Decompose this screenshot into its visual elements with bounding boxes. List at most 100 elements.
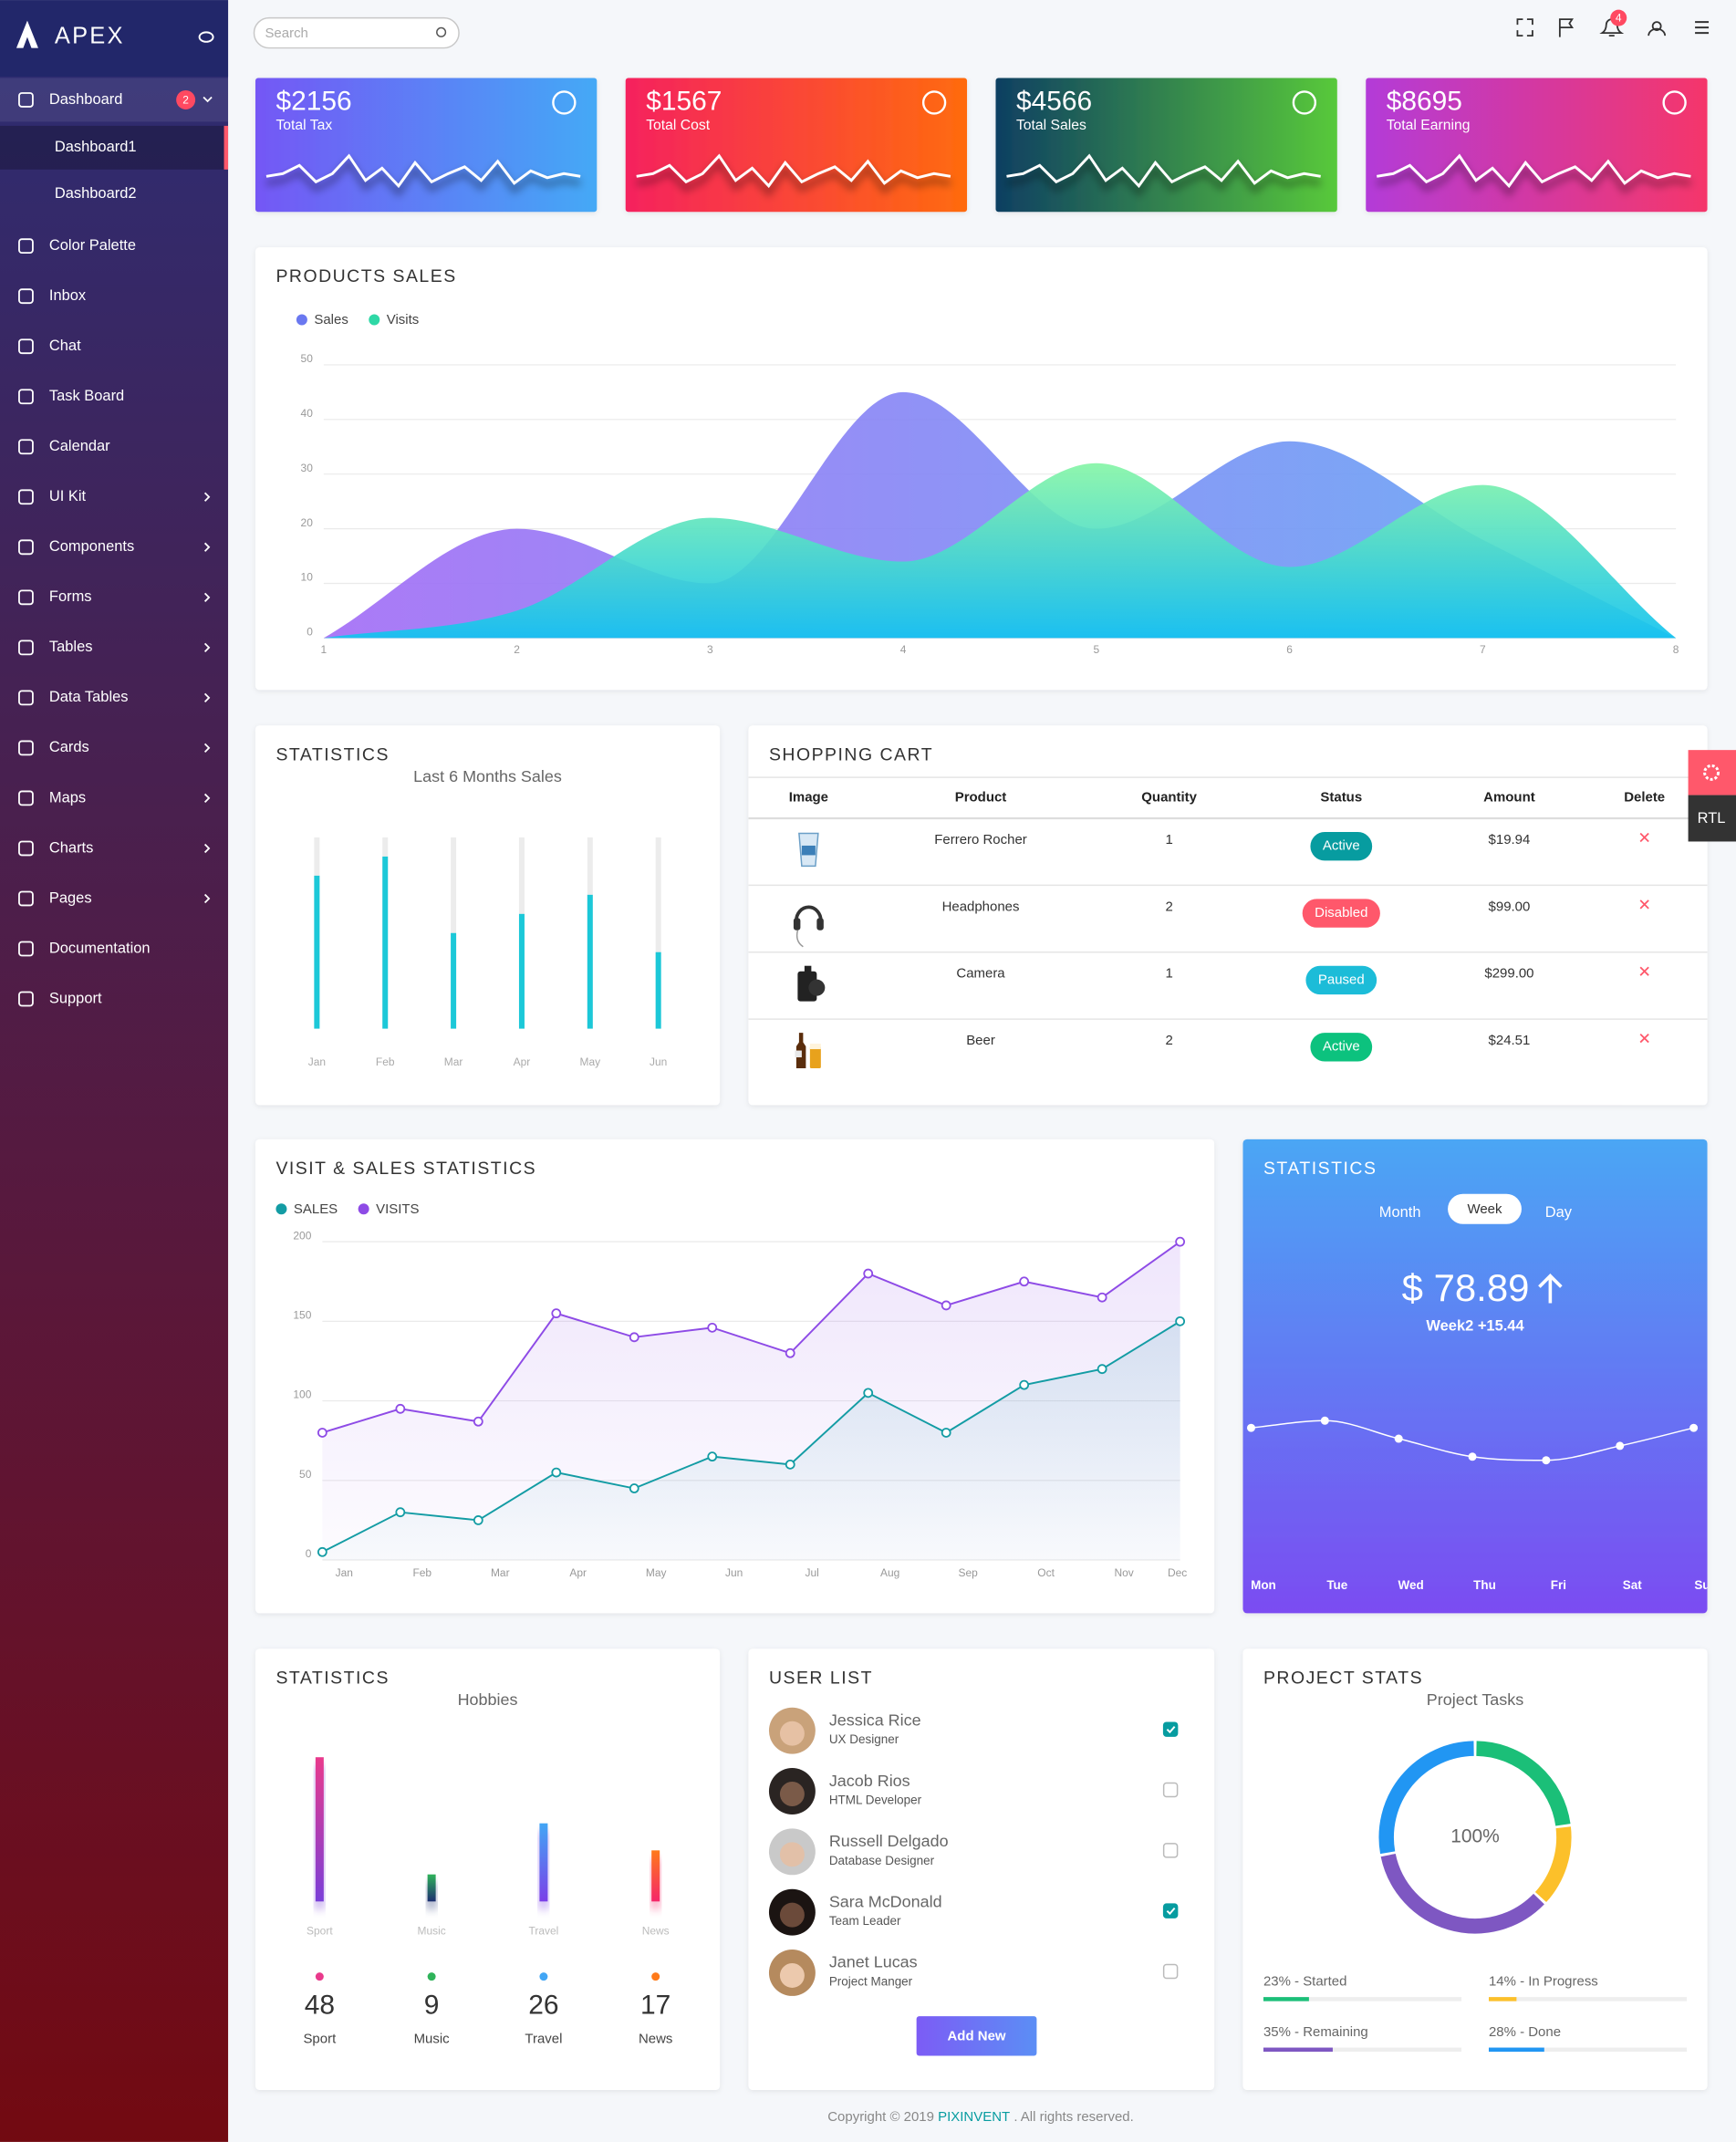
menu-item[interactable]: Cards [49, 739, 89, 755]
card [748, 725, 1708, 1106]
menu-item[interactable]: Tables [49, 639, 93, 655]
point [317, 1546, 327, 1557]
submenu-item[interactable]: Dashboard1 [55, 139, 137, 155]
checkbox[interactable] [1162, 1721, 1179, 1737]
checkbox[interactable] [1162, 1843, 1179, 1858]
menu-item[interactable]: Inbox [49, 287, 87, 304]
total-label: News [639, 2032, 672, 2047]
fullscreen-icon[interactable] [1516, 18, 1533, 36]
point [317, 1428, 327, 1438]
user-name: Jessica Rice [829, 1710, 921, 1729]
add-button-label[interactable]: Add New [948, 2029, 1006, 2044]
user-name: Jacob Rios [829, 1772, 910, 1790]
tab[interactable]: Month [1379, 1204, 1421, 1221]
checkbox[interactable] [1162, 1782, 1179, 1798]
brand-bar [0, 0, 229, 78]
amount: $299.00 [1484, 966, 1533, 982]
total-marker [427, 1972, 436, 1981]
x-tick-label: 3 [707, 643, 713, 656]
sparkline [636, 153, 951, 189]
search-box[interactable] [253, 16, 460, 49]
quantity: 2 [1165, 1033, 1172, 1048]
rtl-label[interactable]: RTL [1698, 810, 1726, 827]
legend-label[interactable]: SALES [294, 1201, 338, 1217]
legend-marker [296, 314, 307, 326]
x-tick-label: 4 [900, 643, 907, 656]
stat-icon [921, 90, 947, 115]
menu-item[interactable]: Maps [49, 789, 86, 806]
x-tick-label: Jun [650, 1055, 667, 1068]
tab[interactable]: Day [1545, 1204, 1573, 1221]
menu-item[interactable]: UI Kit [49, 488, 87, 504]
user-icon[interactable] [1648, 21, 1667, 36]
bar [651, 1850, 660, 1902]
submenu-item[interactable]: Dashboard2 [55, 185, 137, 202]
menu-item[interactable]: Support [49, 990, 102, 1006]
stat-amount: $1567 [646, 86, 722, 116]
point [1246, 1423, 1255, 1432]
checkbox[interactable] [1162, 1963, 1179, 1980]
amount: $99.00 [1489, 899, 1531, 914]
sparkline-shadow [265, 158, 581, 197]
menu-item[interactable]: Forms [49, 588, 92, 605]
progress-bar [1488, 2047, 1544, 2053]
delete-icon[interactable] [1639, 1033, 1649, 1044]
product-image [801, 845, 816, 856]
delete-icon[interactable] [1639, 899, 1649, 910]
progress-track [1263, 2047, 1462, 2053]
y-tick-label: 100 [293, 1388, 311, 1401]
x-tick-label: Nov [1114, 1566, 1133, 1579]
quantity: 1 [1165, 966, 1172, 982]
menu-icon [18, 539, 34, 556]
legend-label[interactable]: Sales [314, 312, 348, 328]
amount: $19.94 [1489, 832, 1531, 847]
bar-track [655, 837, 661, 1029]
rtl-button[interactable] [1688, 795, 1736, 842]
sidebar-toggle[interactable] [198, 31, 214, 43]
flag-icon[interactable] [1558, 18, 1575, 37]
menu-item[interactable]: Dashboard [49, 91, 123, 108]
card [1242, 1648, 1708, 2090]
card-subtitle: Project Tasks [1427, 1690, 1523, 1709]
menu-item[interactable]: Calendar [49, 438, 110, 454]
stat-label: Total Tax [275, 118, 332, 133]
card-subtitle: Hobbies [458, 1690, 518, 1709]
menu-item[interactable]: Task Board [49, 388, 124, 404]
y-tick-label: 20 [301, 516, 314, 529]
card [255, 1648, 721, 2090]
menu-icon [18, 338, 34, 355]
menu-item[interactable]: Data Tables [49, 689, 129, 705]
card-title: VISIT & SALES STATISTICS [275, 1159, 536, 1179]
point [1097, 1292, 1107, 1303]
x-tick-label: Music [417, 1924, 445, 1937]
y-tick-label: 40 [301, 407, 314, 420]
menu-item[interactable]: Pages [49, 889, 92, 906]
delete-icon[interactable] [1639, 966, 1649, 976]
legend-label[interactable]: Visits [387, 312, 420, 328]
total-label: Music [414, 2032, 451, 2047]
legend-label[interactable]: VISITS [376, 1201, 419, 1217]
menu-item[interactable]: Chat [49, 338, 81, 354]
checkbox[interactable] [1162, 1903, 1179, 1918]
card-title: PRODUCTS SALES [275, 266, 456, 286]
menu-item[interactable]: Color Palette [49, 237, 136, 254]
legend-label: 23% - Started [1263, 1974, 1347, 1990]
card-title: STATISTICS [275, 744, 390, 764]
x-tick-label: May [646, 1566, 667, 1579]
menu-item[interactable]: Charts [49, 839, 93, 856]
brand-logo [16, 20, 38, 48]
up-arrow [1538, 1274, 1563, 1304]
point [1175, 1236, 1186, 1247]
settings-button[interactable] [1688, 750, 1736, 795]
menu-item[interactable]: Components [49, 538, 134, 555]
tab[interactable]: Week [1468, 1201, 1503, 1217]
point [551, 1308, 562, 1319]
menu-icon[interactable] [1695, 21, 1710, 35]
footer-link[interactable]: PIXINVENT [938, 2109, 1010, 2125]
menu-item[interactable]: Documentation [49, 940, 151, 956]
add-button[interactable] [916, 2016, 1037, 2056]
product-image [795, 905, 823, 921]
bar [518, 913, 525, 1029]
delete-icon[interactable] [1639, 832, 1649, 843]
x-tick-label: Dec [1168, 1566, 1187, 1579]
